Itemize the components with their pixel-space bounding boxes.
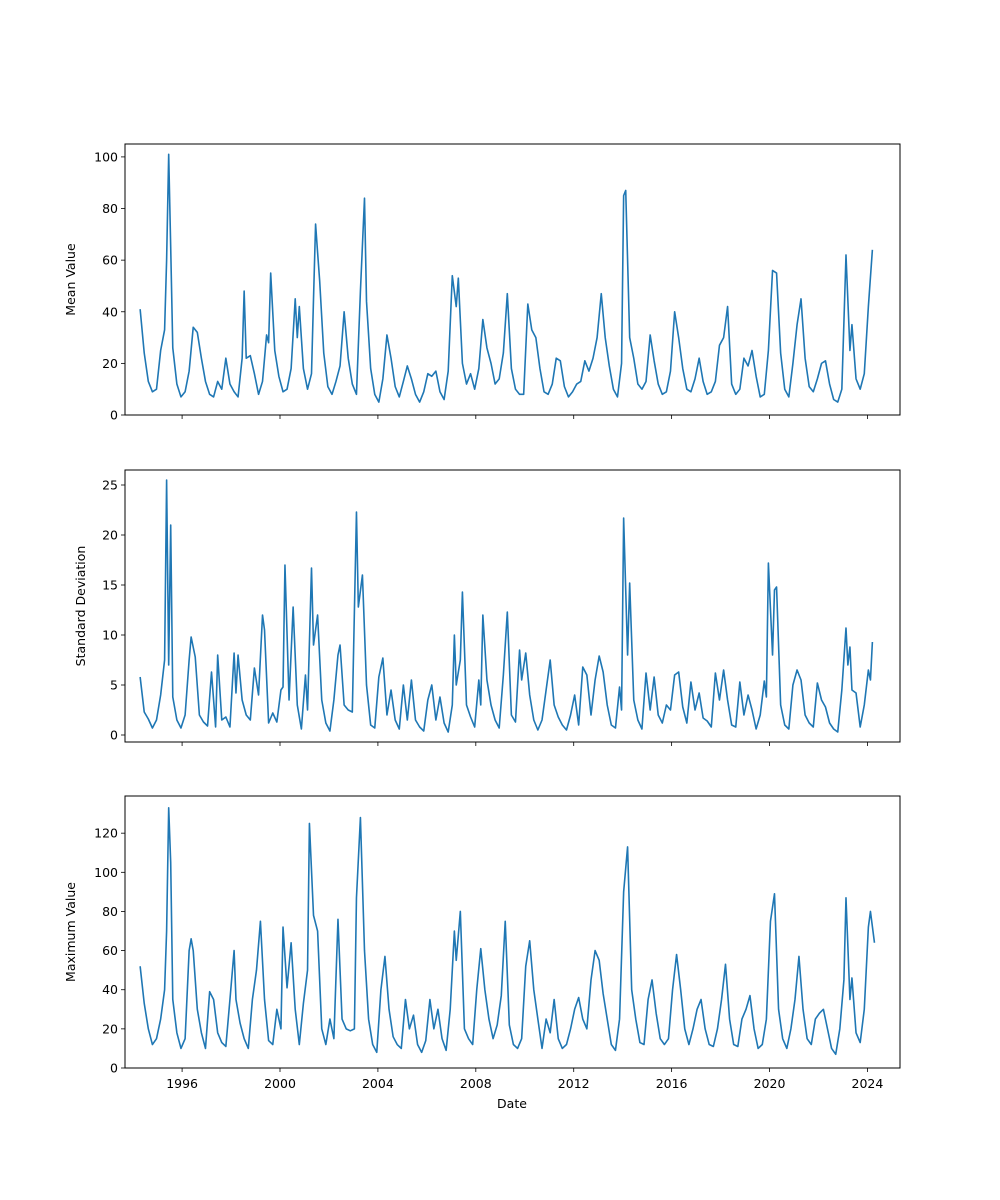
y-tick-label: 5 [110, 678, 118, 693]
y-tick-label: 80 [102, 904, 118, 919]
x-ticks-std [181, 742, 868, 746]
x-tick-label: 2012 [558, 1076, 590, 1091]
series-line-0-0 [139, 153, 874, 403]
y-tick-label: 40 [102, 304, 118, 319]
y-tick-label: 100 [94, 149, 118, 164]
y-axis-label-mean: Mean Value [63, 243, 78, 316]
y-tick-label: 25 [102, 478, 118, 493]
subplot-maximum-value: 0 20 40 60 80 100 120 1996 2000 2004 2008 2012 2016… [63, 795, 901, 1111]
plot-frame-mean [124, 143, 901, 416]
plot-frame-max [124, 795, 901, 1069]
y-tick-label: 120 [94, 826, 118, 841]
y-tick-label: 10 [102, 628, 118, 643]
x-tick-label: 2024 [852, 1076, 884, 1091]
y-tick-label: 0 [110, 1061, 118, 1076]
y-tick-label: 0 [110, 728, 118, 743]
y-tick-label: 20 [102, 528, 118, 543]
x-tick-label: 2008 [460, 1076, 492, 1091]
series-layer-mean [139, 153, 874, 403]
y-tick-label: 15 [102, 578, 118, 593]
plot-frame-std [124, 469, 901, 743]
y-tick-label: 100 [94, 865, 118, 880]
series-layer-std [139, 479, 874, 733]
x-tick-label: 2020 [754, 1076, 786, 1091]
subplot-mean-value: 0 20 40 60 80 100 Mean Value [63, 143, 901, 423]
y-ticks-std: 0 5 10 15 20 25 [102, 478, 125, 743]
y-ticks-mean: 0 20 40 60 80 100 [94, 149, 125, 423]
y-tick-label: 80 [102, 201, 118, 216]
x-ticks-max: 1996 2000 2004 2008 2012 2016 2020 2024 [166, 1068, 883, 1091]
y-axis-label-std: Standard Deviation [73, 546, 88, 667]
series-line-1-0 [139, 479, 874, 733]
series-layer-max [139, 806, 876, 1056]
x-tick-label: 2004 [362, 1076, 394, 1091]
x-tick-label: 2000 [264, 1076, 296, 1091]
y-tick-label: 60 [102, 253, 118, 268]
x-tick-label: 2016 [656, 1076, 688, 1091]
x-ticks-mean [181, 415, 868, 419]
subplot-standard-deviation: 0 5 10 15 20 25 Standard Deviation [73, 469, 901, 746]
y-tick-label: 0 [110, 408, 118, 423]
y-tick-label: 60 [102, 943, 118, 958]
x-axis-label: Date [497, 1096, 527, 1111]
y-tick-label: 20 [102, 356, 118, 371]
y-tick-label: 40 [102, 982, 118, 997]
series-line-2-0 [139, 806, 876, 1056]
x-tick-label: 1996 [166, 1076, 198, 1091]
y-ticks-max: 0 20 40 60 80 100 120 [94, 826, 125, 1076]
y-tick-label: 20 [102, 1021, 118, 1036]
y-axis-label-max: Maximum Value [63, 882, 78, 982]
